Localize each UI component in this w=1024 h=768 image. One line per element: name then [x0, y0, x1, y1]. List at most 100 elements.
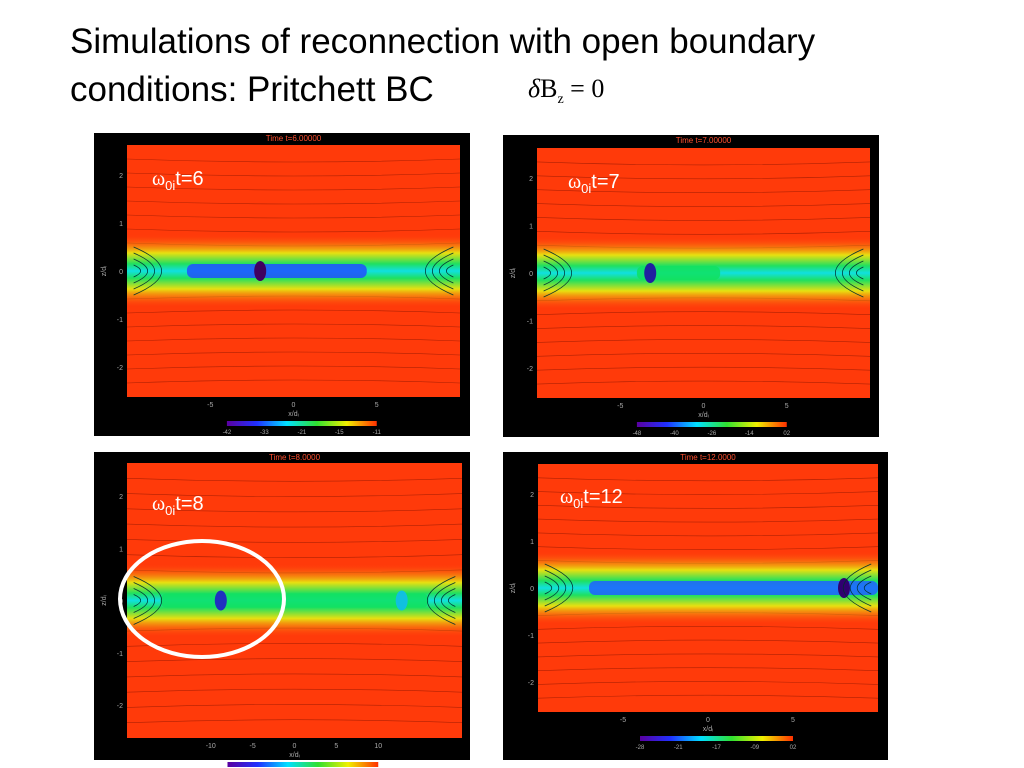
contour	[426, 576, 456, 625]
field-line	[126, 200, 461, 205]
field-line	[536, 189, 871, 193]
field-line	[126, 554, 463, 558]
y-tick-label: -2	[117, 703, 123, 710]
contour	[842, 254, 864, 292]
contour	[856, 575, 872, 601]
y-tick-label: 0	[119, 269, 123, 276]
time-label: Time t=6.00000	[266, 134, 322, 143]
contour	[133, 258, 148, 284]
formula-delta: δ	[528, 74, 541, 103]
contour	[543, 260, 558, 286]
colorbar-tick-label: 02	[783, 431, 790, 437]
field-line	[126, 337, 461, 342]
contour	[842, 563, 872, 613]
contour	[133, 582, 155, 619]
x-tick-label: 5	[334, 743, 338, 750]
contour	[440, 588, 456, 613]
omega-text: t=12	[583, 486, 622, 508]
y-tick-label: -2	[528, 680, 534, 687]
y-tick-label: 1	[529, 224, 533, 231]
x-tick-label: 5	[785, 403, 789, 410]
contour	[432, 252, 454, 290]
omega-symbol: ω	[568, 171, 581, 193]
formula-rest: = 0	[563, 74, 605, 103]
contour	[543, 248, 573, 298]
field-line	[126, 186, 461, 191]
current-core	[589, 581, 878, 595]
field-line	[126, 523, 463, 528]
contour	[543, 254, 565, 292]
field-line	[536, 161, 871, 166]
omega-text: t=6	[175, 168, 203, 190]
contour	[544, 569, 566, 607]
y-axis-label: z/dᵢ	[510, 268, 517, 278]
field-line	[126, 643, 463, 647]
x-axis-label: x/dᵢ	[289, 752, 299, 759]
colorbar	[226, 421, 377, 426]
y-axis-label: z/dᵢ	[101, 595, 108, 605]
field-line	[126, 477, 463, 482]
panel-label: ω0it=8	[152, 493, 204, 518]
sim-panel: Time t=12.0000 -5 0 5 2 1 0 -1 -2 x/dᵢ z/dᵢ -28 -21 -…	[503, 452, 888, 760]
colorbar-tick-label: -21	[297, 430, 306, 436]
y-tick-label: 0	[529, 271, 533, 278]
y-tick-label: 1	[119, 221, 123, 228]
colorbar-tick-label: -21	[674, 745, 683, 751]
x-tick-label: 0	[706, 717, 710, 724]
x-tick-label: 0	[293, 743, 297, 750]
x-tick-label: 0	[292, 402, 296, 409]
magnetic-island	[214, 590, 227, 611]
time-label: Time t=8.0000	[269, 453, 321, 462]
contour	[446, 264, 454, 278]
omega-subscript: 0i	[165, 503, 175, 518]
field-line	[537, 518, 879, 523]
field-line	[126, 688, 463, 693]
colorbar-tick-label: -14	[745, 431, 754, 437]
field-line	[126, 539, 463, 543]
field-line	[537, 681, 879, 685]
y-tick-label: -2	[527, 366, 533, 373]
contour	[850, 569, 872, 607]
contour	[543, 266, 551, 280]
contour	[863, 581, 872, 595]
y-tick-label: -2	[117, 365, 123, 372]
contour	[544, 581, 553, 595]
field-line	[126, 493, 463, 497]
contour	[434, 582, 456, 619]
x-tick-label: -5	[207, 402, 213, 409]
colorbar	[640, 736, 793, 741]
title-line: Simulations of reconnection with open bo…	[70, 22, 816, 61]
y-tick-label: 1	[530, 539, 534, 546]
panel-label: ω0it=7	[568, 171, 620, 196]
current-core	[186, 264, 367, 278]
y-tick-label: -1	[117, 651, 123, 658]
field-line	[126, 214, 461, 219]
field-line	[126, 158, 461, 163]
colorbar-tick-label: -09	[750, 745, 759, 751]
y-tick-label: 1	[119, 546, 123, 553]
formula: δBz = 0	[528, 74, 604, 108]
omega-subscript: 0i	[581, 181, 591, 196]
colorbar-tick-label: 02	[790, 745, 797, 751]
field-line	[536, 217, 871, 221]
contour	[856, 266, 864, 280]
magnetic-island	[644, 263, 657, 283]
time-label: Time t=12.0000	[680, 453, 736, 462]
field-line	[537, 667, 879, 671]
colorbar-tick-label: -40	[670, 431, 679, 437]
x-tick-label: 0	[702, 403, 706, 410]
field-line	[536, 325, 871, 329]
x-axis-label: x/dᵢ	[703, 726, 713, 733]
field-line	[126, 323, 461, 328]
field-line	[536, 366, 871, 371]
y-axis-label: z/dᵢ	[510, 583, 517, 593]
field-line	[537, 505, 879, 509]
panel-label: ω0it=6	[152, 168, 204, 193]
field-line	[536, 380, 871, 385]
sim-panel: Time t=7.00000 -5 0 5 2 1 0 -1 -2 x/dᵢ z/dᵢ -48 -40 -…	[503, 135, 879, 437]
field-line	[536, 339, 871, 343]
omega-symbol: ω	[152, 168, 165, 190]
magnetic-island	[254, 261, 267, 281]
contour	[424, 246, 454, 296]
